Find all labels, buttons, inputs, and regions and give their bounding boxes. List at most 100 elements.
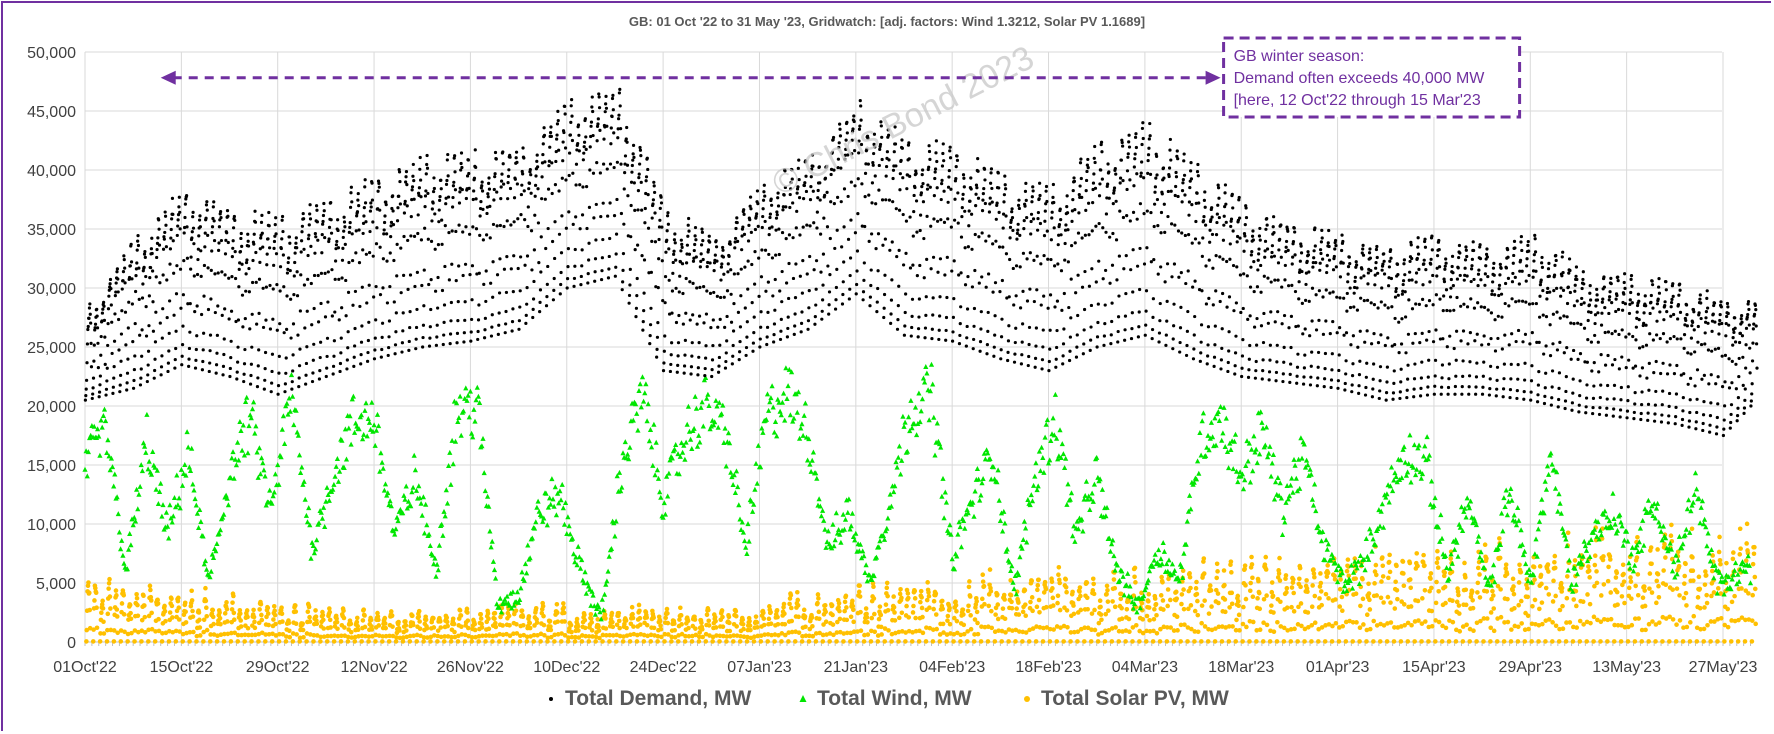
wind-point (159, 513, 165, 519)
demand-point (400, 341, 404, 345)
solar-point (1257, 590, 1262, 596)
wind-point (157, 489, 163, 494)
solar-point (148, 587, 153, 593)
solar-point (1571, 597, 1577, 602)
wind-point (1552, 485, 1559, 491)
solar-point (830, 612, 835, 618)
solar-point (813, 631, 819, 636)
solar-point (423, 617, 429, 623)
solar-point (284, 634, 289, 639)
demand-point (411, 174, 415, 178)
solar-point (224, 606, 230, 612)
demand-point (168, 299, 172, 303)
demand-point (315, 220, 319, 224)
wind-point (1341, 583, 1348, 589)
wind-point (1519, 541, 1525, 547)
solar-point (1111, 577, 1117, 582)
wind-point (419, 512, 425, 518)
solar-point (857, 594, 863, 599)
solar-point (113, 588, 119, 593)
solar-point (617, 633, 623, 639)
solar-point (1525, 594, 1531, 600)
solar-point (1392, 606, 1398, 611)
demand-point (336, 228, 340, 233)
solar-point (486, 626, 492, 632)
solar-point (988, 588, 994, 594)
solar-point (1484, 616, 1490, 621)
solar-point (930, 627, 936, 632)
solar-point (1201, 571, 1207, 576)
solar-point (1725, 624, 1731, 630)
solar-point (775, 614, 780, 620)
demand-point (147, 324, 151, 328)
demand-point (387, 345, 391, 350)
demand-point (85, 342, 90, 346)
solar-point (947, 605, 952, 611)
solar-point (1516, 580, 1522, 585)
demand-point (260, 231, 264, 235)
wind-point (797, 435, 803, 441)
solar-point (926, 593, 932, 599)
demand-point (333, 259, 338, 263)
solar-point (1577, 618, 1583, 624)
demand-point (211, 216, 215, 221)
demand-point (383, 214, 387, 218)
solar-point (651, 625, 657, 631)
wind-point (1699, 498, 1705, 504)
wind-point (287, 408, 293, 414)
solar-point (1309, 622, 1315, 628)
solar-point (1006, 639, 1011, 644)
solar-point (1443, 625, 1449, 631)
wind-point (1080, 528, 1086, 534)
demand-point (197, 234, 201, 238)
demand-point (314, 204, 319, 208)
solar-point (1443, 600, 1448, 606)
solar-point (1289, 585, 1295, 590)
demand-point (425, 162, 429, 167)
demand-point (89, 321, 93, 325)
solar-point (1357, 639, 1362, 644)
solar-point (1189, 626, 1194, 632)
solar-point (458, 613, 464, 618)
wind-point (194, 510, 200, 516)
wind-point (1226, 465, 1232, 471)
solar-point (1423, 619, 1428, 624)
wind-point (255, 474, 261, 480)
solar-point (231, 617, 237, 623)
solar-point (1264, 593, 1269, 598)
solar-point (1235, 593, 1241, 599)
wind-point (932, 452, 938, 458)
demand-point (412, 197, 416, 201)
demand-point (331, 364, 336, 368)
wind-point (572, 559, 578, 565)
wind-point (685, 403, 691, 409)
solar-point (1179, 592, 1185, 597)
wind-point (1629, 544, 1635, 550)
solar-point (173, 639, 179, 644)
solar-point (1711, 590, 1717, 595)
solar-point (707, 633, 712, 638)
solar-point (1614, 589, 1620, 595)
wind-point (1378, 508, 1384, 514)
solar-point (1309, 639, 1314, 644)
solar-point (1283, 573, 1289, 578)
solar-point (582, 617, 588, 623)
wind-point (1305, 462, 1311, 468)
solar-point (125, 639, 130, 644)
solar-point (146, 639, 151, 644)
solar-point (616, 610, 622, 616)
solar-point (1174, 596, 1180, 601)
demand-point (96, 341, 100, 345)
demand-point (124, 343, 128, 347)
wind-point (1160, 540, 1166, 545)
solar-point (1703, 573, 1709, 578)
solar-point (493, 633, 499, 638)
demand-point (275, 328, 279, 332)
solar-point (518, 633, 523, 639)
wind-point (1673, 552, 1679, 558)
solar-point (1420, 596, 1425, 601)
demand-point (388, 284, 392, 289)
demand-point (324, 374, 328, 379)
demand-point (178, 267, 183, 271)
solar-point (1501, 639, 1507, 644)
